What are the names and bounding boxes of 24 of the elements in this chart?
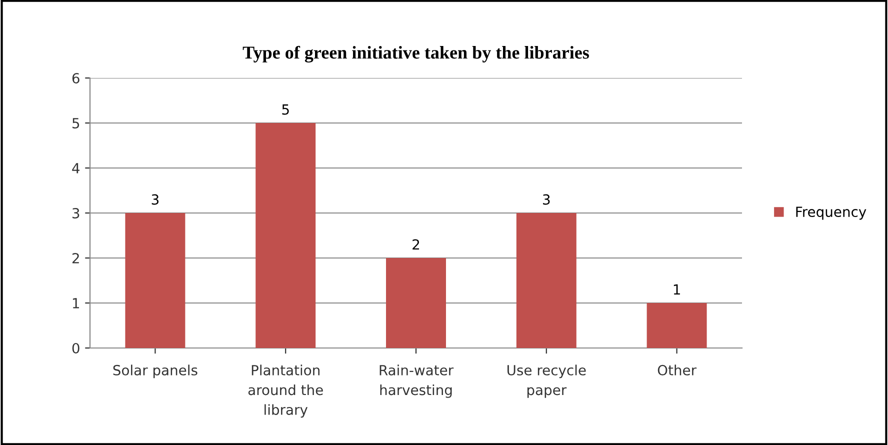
bar [516,213,576,348]
y-tick-label: 4 [72,163,80,174]
data-label: 2 [412,239,420,250]
x-tick-label: Other [658,364,697,376]
y-tick-label: 0 [72,342,80,354]
chart-title: Type of green initiative taken by the libraries [242,46,590,63]
x-tick-label: Solar panels [113,364,198,378]
bar [646,303,707,348]
bar [386,258,446,348]
y-tick-label: 2 [72,252,79,264]
y-tick-label: 5 [72,118,80,128]
bar [125,213,186,348]
y-tick-label: 1 [72,298,79,308]
bar [256,123,316,348]
x-tick-label: Use recycle paper [508,364,586,398]
data-label: 1 [674,284,680,295]
y-tick-label: 6 [72,72,80,84]
data-label: 3 [543,194,550,205]
data-label: 3 [152,194,159,205]
x-tick-label: Rain-water harvesting [380,364,454,398]
legend-label: Frequency [796,206,866,220]
y-tick-label: 3 [72,208,80,218]
x-tick-label: Plantation around the library [248,364,323,418]
data-label: 5 [282,104,289,115]
